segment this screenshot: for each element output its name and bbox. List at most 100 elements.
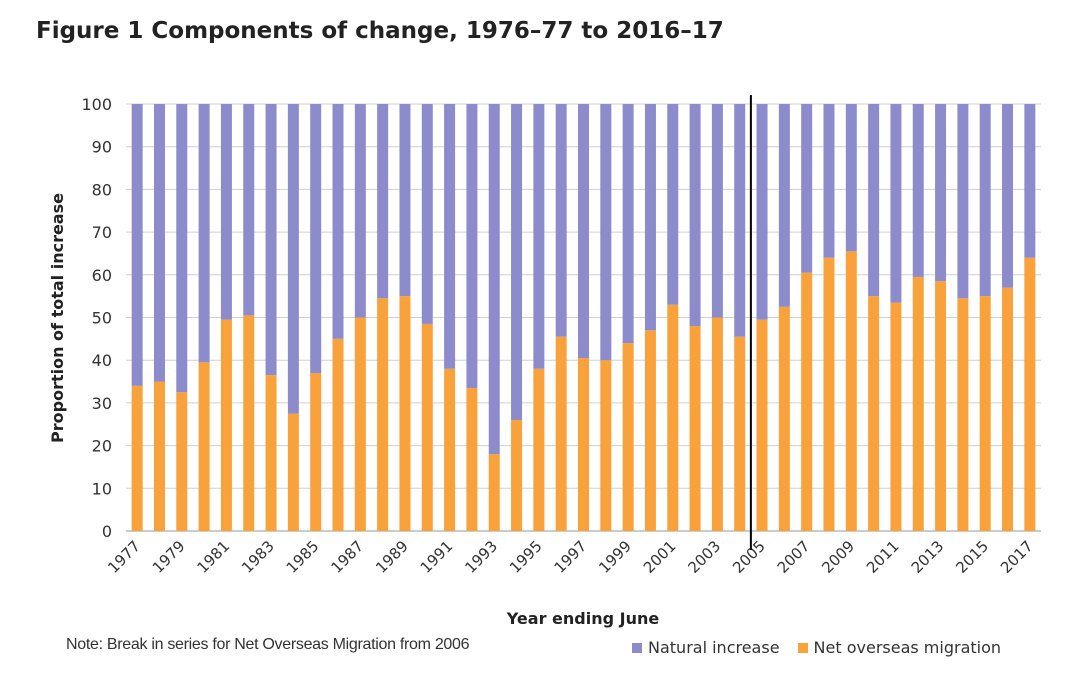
bar-natural-increase-1996	[555, 104, 567, 337]
bar-natural-increase-1978	[153, 104, 165, 382]
bar-net-overseas-migration-2013	[935, 281, 947, 531]
x-tick-label-2013: 2013	[908, 537, 948, 577]
x-tick-label-1977: 1977	[104, 537, 144, 577]
y-tick-label-90: 90	[92, 138, 112, 157]
x-tick-label-1981: 1981	[194, 537, 234, 577]
bar-net-overseas-migration-2016	[1002, 287, 1014, 531]
x-tick-label-2017: 2017	[997, 537, 1037, 577]
x-tick-label-2007: 2007	[774, 537, 814, 577]
bar-natural-increase-2009	[845, 104, 857, 252]
x-axis-ticks: 1977 1979 1981 1983 1985 1987 1989 1991 1993 1995…	[104, 537, 1036, 577]
legend-item-natural-increase: Natural increase	[632, 638, 780, 657]
bar-natural-increase-1993	[488, 104, 500, 455]
bar-natural-increase-1983	[265, 104, 277, 376]
bar-natural-increase-2010	[868, 104, 880, 297]
bar-net-overseas-migration-1984	[287, 413, 299, 531]
bar-net-overseas-migration-2012	[912, 276, 924, 531]
bar-natural-increase-1995	[533, 104, 545, 369]
bar-net-overseas-migration-1995	[533, 368, 545, 531]
bar-natural-increase-2000	[644, 104, 656, 331]
bar-net-overseas-migration-1993	[488, 454, 500, 531]
bar-net-overseas-migration-1987	[354, 317, 366, 531]
bar-natural-increase-1981	[220, 104, 232, 320]
bar-natural-increase-1980	[198, 104, 210, 363]
bar-net-overseas-migration-1981	[220, 319, 232, 531]
legend-label-natural-increase: Natural increase	[648, 638, 780, 657]
bar-net-overseas-migration-2009	[845, 251, 857, 531]
bar-net-overseas-migration-1988	[377, 298, 389, 531]
bar-natural-increase-2013	[935, 104, 947, 282]
bar-natural-increase-2016	[1002, 104, 1014, 288]
bar-net-overseas-migration-1982	[243, 315, 255, 531]
bar-net-overseas-migration-2014	[957, 298, 969, 531]
bar-net-overseas-migration-2003	[711, 317, 723, 531]
bar-natural-increase-2006	[778, 104, 790, 307]
bar-natural-increase-1986	[332, 104, 344, 339]
x-tick-label-1993: 1993	[461, 537, 501, 577]
bars	[131, 104, 1036, 531]
bar-natural-increase-2015	[979, 104, 991, 297]
bar-net-overseas-migration-1998	[600, 360, 612, 531]
bar-natural-increase-1985	[310, 104, 322, 374]
bar-net-overseas-migration-2011	[890, 302, 902, 531]
x-axis-label: Year ending June	[506, 609, 660, 628]
bar-natural-increase-1998	[600, 104, 612, 361]
bar-natural-increase-1994	[511, 104, 523, 420]
bar-net-overseas-migration-1989	[399, 296, 411, 531]
x-tick-label-2015: 2015	[952, 537, 992, 577]
bar-net-overseas-migration-1986	[332, 338, 344, 531]
bar-net-overseas-migration-1996	[555, 336, 567, 531]
y-axis-ticks: 0 10 20 30 40 50 60 70 80 90 100	[81, 95, 112, 541]
chart-note: Note: Break in series for Net Overseas M…	[66, 636, 470, 653]
bar-net-overseas-migration-1990	[421, 323, 433, 531]
bar-net-overseas-migration-1985	[310, 373, 322, 531]
bar-natural-increase-1987	[354, 104, 366, 318]
x-tick-label-1995: 1995	[506, 537, 546, 577]
x-tick-label-2005: 2005	[729, 537, 769, 577]
y-tick-label-0: 0	[102, 522, 112, 541]
bar-natural-increase-2007	[801, 104, 813, 273]
y-tick-label-100: 100	[81, 95, 112, 114]
y-tick-label-10: 10	[92, 479, 112, 498]
legend-label-net-overseas-migration: Net overseas migration	[813, 638, 1002, 657]
bar-net-overseas-migration-2000	[644, 330, 656, 531]
bar-net-overseas-migration-1977	[131, 385, 143, 531]
bar-natural-increase-1979	[176, 104, 188, 393]
x-tick-label-1983: 1983	[238, 537, 278, 577]
bar-natural-increase-1991	[444, 104, 456, 369]
bar-natural-increase-2005	[756, 104, 768, 320]
bar-natural-increase-1999	[622, 104, 634, 344]
x-tick-label-2009: 2009	[818, 537, 858, 577]
bar-natural-increase-2012	[912, 104, 924, 277]
bar-net-overseas-migration-1978	[153, 381, 165, 531]
legend-item-net-overseas-migration: Net overseas migration	[797, 638, 1002, 657]
x-tick-label-1987: 1987	[327, 537, 367, 577]
bar-net-overseas-migration-1979	[176, 392, 188, 531]
bar-natural-increase-1997	[578, 104, 589, 359]
x-tick-label-1991: 1991	[417, 537, 457, 577]
bar-natural-increase-1989	[399, 104, 411, 297]
bar-natural-increase-2001	[667, 104, 679, 305]
y-tick-label-40: 40	[92, 351, 112, 370]
y-tick-label-50: 50	[92, 309, 112, 328]
bar-net-overseas-migration-2010	[868, 296, 880, 531]
bar-natural-increase-2004	[734, 104, 746, 337]
bar-natural-increase-1988	[377, 104, 389, 299]
x-tick-label-1989: 1989	[372, 537, 412, 577]
bar-net-overseas-migration-2001	[667, 304, 679, 531]
bar-natural-increase-2008	[823, 104, 835, 258]
x-tick-label-1999: 1999	[595, 537, 635, 577]
bar-net-overseas-migration-2007	[801, 272, 813, 531]
bar-net-overseas-migration-1997	[578, 358, 589, 531]
x-tick-label-1979: 1979	[149, 537, 189, 577]
bar-net-overseas-migration-2015	[979, 296, 991, 531]
legend: Natural increase Net overseas migration	[632, 638, 1019, 657]
chart-title: Figure 1 Components of change, 1976–77 t…	[36, 18, 724, 44]
bar-net-overseas-migration-1992	[466, 387, 478, 531]
bar-natural-increase-1977	[131, 104, 143, 386]
bar-net-overseas-migration-1991	[444, 368, 456, 531]
bar-natural-increase-2002	[689, 104, 701, 327]
legend-swatch-natural-increase	[632, 642, 642, 653]
bar-net-overseas-migration-2017	[1024, 257, 1036, 531]
